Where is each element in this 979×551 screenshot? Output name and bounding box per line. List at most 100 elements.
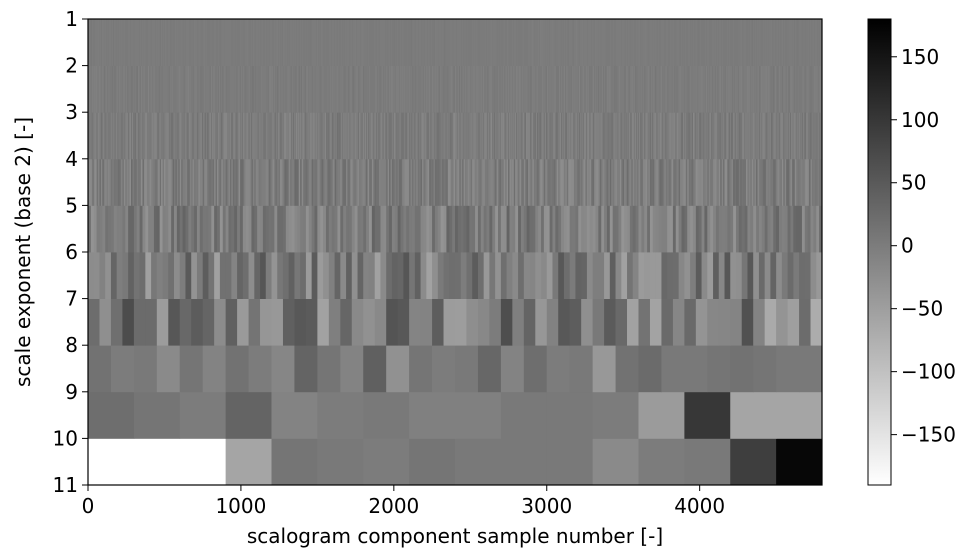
heatmap-cell	[466, 112, 468, 160]
heatmap-cell	[677, 158, 680, 206]
heatmap-cell	[116, 112, 118, 160]
heatmap-cell	[477, 112, 479, 160]
heatmap-cell	[455, 345, 479, 393]
heatmap-cell	[812, 112, 814, 160]
heatmap-cell	[477, 298, 490, 346]
heatmap-cell	[325, 112, 327, 160]
heatmap-cell	[743, 112, 745, 160]
heatmap-cell	[531, 112, 533, 160]
heatmap-cell	[705, 112, 707, 160]
heatmap-cell	[229, 112, 232, 160]
heatmap-cell	[582, 112, 584, 160]
heatmap-cell	[684, 391, 731, 439]
heatmap-cell	[168, 158, 171, 206]
heatmap-cell	[684, 112, 686, 160]
heatmap-cell	[225, 158, 228, 206]
heatmap-cell	[450, 158, 453, 206]
heatmap-cell	[349, 112, 351, 160]
heatmap-cell	[363, 345, 387, 393]
heatmap-cell	[133, 391, 181, 439]
heatmap-cell	[793, 252, 800, 299]
heatmap-cell	[460, 252, 467, 299]
heatmap-cell	[334, 158, 337, 206]
heatmap-cell	[439, 112, 441, 160]
heatmap-cell	[175, 158, 178, 206]
heatmap-cell	[247, 112, 249, 160]
heatmap-cell	[701, 112, 703, 160]
heatmap-cell	[606, 112, 608, 160]
heatmap-cell	[139, 205, 143, 253]
heatmap-cell	[614, 112, 616, 160]
heatmap-cell	[583, 112, 585, 160]
heatmap-cell	[586, 252, 594, 299]
heatmap-cell	[514, 112, 516, 160]
heatmap-cell	[747, 252, 754, 299]
heatmap-cell	[374, 298, 387, 346]
heatmap-cell	[404, 158, 407, 206]
heatmap-cell	[353, 112, 355, 160]
heatmap-cell	[172, 112, 174, 160]
heatmap-cell	[162, 112, 164, 160]
heatmap-cell	[287, 158, 290, 206]
heatmap-cell	[730, 205, 734, 253]
heatmap-cell	[768, 158, 771, 206]
heatmap-cell	[472, 252, 479, 299]
heatmap-cell	[104, 112, 106, 160]
heatmap-cell	[804, 158, 807, 206]
heatmap-cell	[566, 158, 569, 206]
heatmap-cell	[322, 112, 324, 160]
heatmap-cell	[541, 205, 545, 253]
heatmap-cell	[443, 205, 447, 253]
heatmap-cell	[661, 112, 663, 160]
heatmap-cell	[598, 252, 605, 299]
heatmap-cell	[523, 158, 526, 206]
heatmap-cell	[389, 112, 391, 160]
heatmap-cell	[97, 112, 99, 160]
heatmap-cell	[495, 205, 499, 253]
heatmap-cell	[333, 158, 335, 206]
heatmap-cell	[460, 112, 462, 160]
heatmap-cell	[672, 205, 677, 253]
heatmap-cell	[806, 158, 809, 206]
heatmap-cell	[782, 112, 784, 160]
heatmap-cell	[576, 158, 579, 206]
heatmap-cell	[112, 112, 114, 160]
heatmap-cell	[820, 112, 822, 160]
heatmap-cell	[761, 158, 764, 206]
heatmap-cell	[713, 205, 717, 253]
heatmap-cell	[147, 112, 149, 160]
heatmap-cell	[639, 112, 641, 160]
heatmap-cell	[208, 112, 210, 160]
heatmap-cell	[543, 112, 545, 160]
heatmap-cell	[228, 205, 232, 253]
heatmap-cell	[368, 252, 376, 299]
heatmap-cell	[318, 112, 320, 160]
heatmap-cell	[701, 158, 704, 206]
heatmap-cell	[133, 112, 135, 160]
heatmap-cell	[535, 205, 539, 253]
heatmap-cell	[153, 158, 156, 206]
heatmap-cell	[174, 252, 181, 299]
heatmap-cell	[638, 438, 685, 486]
heatmap-cell	[718, 252, 725, 299]
heatmap-cell	[784, 112, 786, 160]
heatmap-cell	[271, 298, 284, 346]
heatmap-cell	[596, 112, 599, 160]
heatmap-cell	[696, 112, 698, 160]
heatmap-cell	[699, 112, 701, 160]
heatmap-cell	[320, 112, 322, 160]
heatmap-cell	[184, 112, 186, 160]
heatmap-cell	[385, 112, 387, 160]
heatmap-cell	[200, 112, 202, 160]
heatmap-cell	[771, 112, 773, 160]
heatmap-cell	[671, 112, 673, 160]
heatmap-cell	[615, 205, 619, 253]
heatmap-cell	[493, 158, 496, 206]
heatmap-cell	[402, 112, 404, 160]
heatmap-cell	[249, 112, 251, 160]
heatmap-cell	[515, 112, 518, 160]
heatmap-cell	[394, 158, 397, 206]
heatmap-cell	[317, 252, 324, 299]
heatmap-cell	[116, 205, 120, 253]
heatmap-cell	[373, 112, 375, 160]
